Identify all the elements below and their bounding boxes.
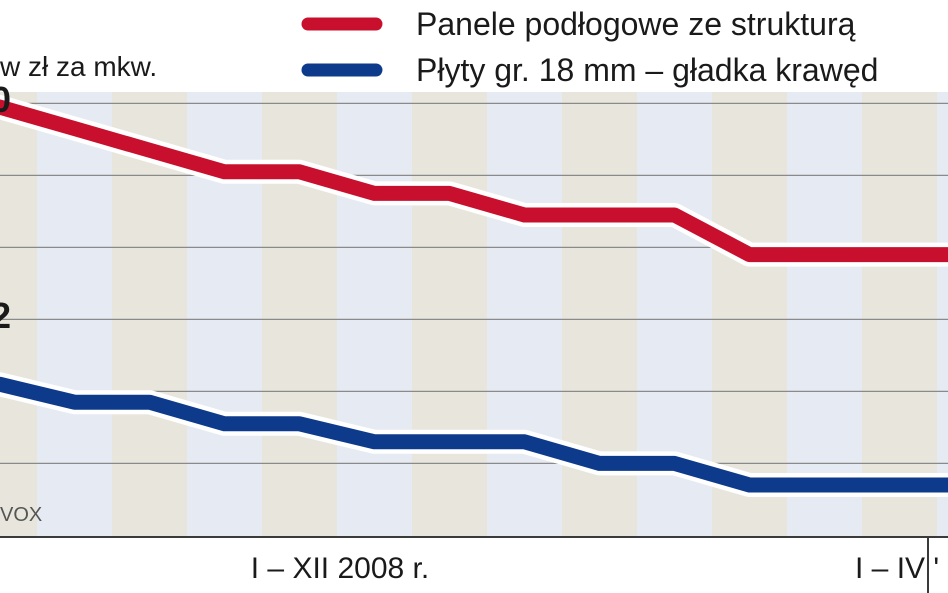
x-period-label-2008: I – XII 2008 r.	[251, 552, 429, 585]
month-band-8	[487, 92, 562, 537]
series-line-1	[0, 99, 948, 263]
month-band-5	[262, 92, 337, 537]
unit-label: w zł za mkw.	[0, 51, 157, 82]
legend: Panele podłogowe ze strukturą Płyty gr. …	[301, 6, 878, 88]
month-band-2	[37, 92, 112, 537]
x-period-label-2009: I – IV '	[855, 552, 939, 585]
month-band-7	[412, 92, 487, 537]
series-line-2	[0, 376, 948, 493]
y-tick-label-mid: 2	[0, 295, 11, 336]
month-band-13	[862, 92, 937, 537]
y-tick-label-top: 0	[0, 79, 11, 120]
legend-label-plyty: Płyty gr. 18 mm – gładka krawęd	[416, 52, 878, 88]
source-label: VOX	[0, 504, 42, 526]
month-band-12	[787, 92, 862, 537]
series-lines	[0, 95, 948, 497]
legend-label-panele: Panele podłogowe ze strukturą	[416, 6, 856, 42]
x-axis	[0, 536, 948, 593]
grid-lines	[0, 102, 948, 464]
month-band-6	[337, 92, 412, 537]
month-band-14	[937, 92, 948, 537]
